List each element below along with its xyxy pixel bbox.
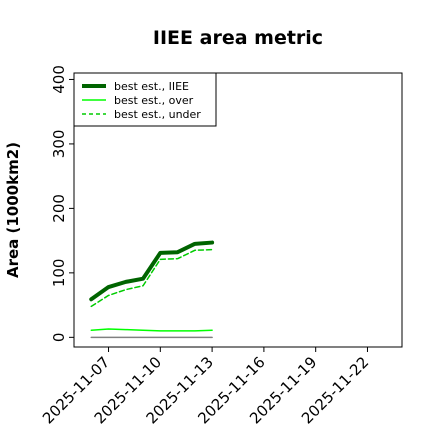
y-tick-label: 400 bbox=[50, 65, 68, 94]
series-line-best-est-iiee bbox=[89, 240, 215, 302]
chart-title: IIEE area metric bbox=[153, 27, 323, 49]
series-line-best-est-under bbox=[90, 248, 213, 308]
y-tick-label: 300 bbox=[50, 130, 68, 159]
series-layer bbox=[89, 240, 215, 339]
plot-frame bbox=[73, 72, 403, 348]
x-axis: 2025-11-072025-11-102025-11-132025-11-16… bbox=[39, 347, 372, 427]
legend-label: best est., under bbox=[114, 108, 201, 121]
legend-label: best est., over bbox=[114, 94, 194, 107]
y-tick-label: 200 bbox=[50, 194, 68, 223]
legend-label: best est., IIEE bbox=[114, 80, 189, 93]
y-axis-label: Area (1000km2) bbox=[4, 142, 22, 278]
y-tick-label: 0 bbox=[50, 333, 68, 343]
y-axis: 0 100 200 300 400 bbox=[50, 65, 74, 342]
y-tick-label: 100 bbox=[50, 259, 68, 288]
series-line-best-est-over bbox=[90, 328, 213, 332]
